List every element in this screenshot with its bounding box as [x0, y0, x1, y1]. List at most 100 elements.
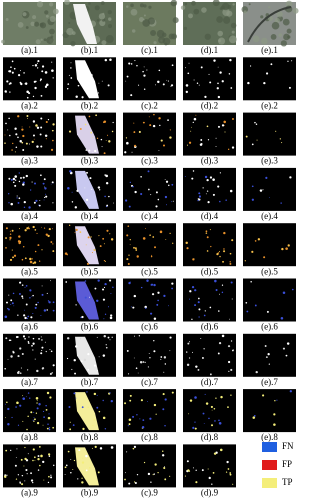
panel: (c).9 — [123, 444, 176, 497]
pixel-cluster — [148, 353, 150, 354]
pixel-cluster — [9, 91, 11, 93]
texture — [158, 36, 166, 44]
pixel-cluster — [78, 449, 81, 452]
pixel-cluster — [125, 137, 128, 139]
pixel-cluster — [43, 178, 46, 181]
pixel-cluster — [193, 117, 197, 121]
pixel-cluster — [129, 399, 132, 402]
pixel-cluster — [32, 120, 36, 123]
panel-label: (c).3 — [141, 156, 158, 166]
panel: (a).8 — [3, 389, 56, 442]
pixel-cluster — [29, 397, 31, 399]
pixel-cluster — [172, 200, 174, 202]
pixel-cluster — [28, 226, 30, 228]
pixel-cluster — [12, 351, 15, 354]
pixel-cluster — [47, 300, 50, 302]
pixel-cluster — [250, 281, 252, 283]
pixel-cluster — [39, 133, 42, 136]
panel-label: (c).5 — [141, 266, 158, 276]
pixel-cluster — [251, 143, 254, 146]
pixel-cluster — [77, 84, 80, 87]
texture — [43, 38, 47, 42]
pixel-cluster — [109, 233, 111, 235]
pixel-cluster — [129, 281, 131, 283]
pixel-cluster — [138, 335, 141, 337]
pixel-cluster — [9, 230, 11, 232]
panel: (d).8 — [183, 389, 236, 442]
pixel-cluster — [15, 478, 18, 480]
pixel-cluster — [8, 117, 10, 120]
pixel-cluster — [26, 473, 28, 475]
pixel-cluster — [229, 261, 231, 263]
region — [75, 170, 99, 209]
pixel-cluster — [12, 181, 15, 184]
pixel-cluster — [66, 253, 68, 256]
texture — [98, 13, 106, 20]
pixel-cluster — [217, 66, 219, 68]
pixel-cluster — [27, 315, 30, 318]
pixel-cluster — [69, 224, 71, 226]
pixel-cluster — [152, 124, 156, 128]
pixel-cluster — [142, 361, 145, 363]
pixel-cluster — [50, 241, 53, 243]
pixel-cluster — [22, 420, 24, 422]
legend-label: FP — [282, 459, 292, 469]
pixel-cluster — [107, 306, 110, 308]
pixel-cluster — [42, 424, 44, 426]
pixel-cluster — [157, 299, 159, 302]
texture — [230, 22, 237, 29]
pixel-cluster — [253, 414, 256, 417]
pixel-cluster — [126, 258, 129, 261]
pixel-cluster — [30, 316, 33, 319]
pixel-cluster — [52, 202, 54, 204]
pixel-cluster — [110, 400, 113, 403]
pixel-cluster — [40, 315, 42, 317]
pixel-cluster — [29, 289, 32, 292]
pixel-cluster — [92, 152, 94, 154]
pixel-cluster — [167, 119, 169, 121]
pixel-cluster — [25, 396, 27, 398]
pixel-cluster — [35, 199, 38, 202]
panel-label: (c).8 — [141, 432, 158, 442]
pixel-cluster — [219, 293, 220, 295]
texture — [49, 15, 56, 23]
pixel-cluster — [215, 289, 218, 292]
pixel-cluster — [81, 481, 84, 484]
pixel-cluster — [264, 345, 267, 347]
texture — [217, 37, 226, 45]
pixel-cluster — [75, 397, 77, 399]
texture — [25, 26, 29, 29]
pixel-cluster — [232, 349, 234, 350]
pixel-cluster — [142, 237, 146, 240]
pixel-cluster — [51, 129, 54, 132]
pixel-cluster — [218, 419, 220, 422]
pixel-cluster — [23, 246, 25, 248]
pixel-cluster — [139, 418, 141, 420]
pixel-cluster — [45, 193, 47, 195]
pixel-cluster — [103, 120, 107, 123]
panel-label: (e).3 — [261, 156, 278, 166]
pixel-cluster — [25, 468, 28, 472]
pixel-cluster — [229, 472, 232, 474]
pixel-cluster — [24, 286, 26, 288]
panel: (b).4 — [63, 167, 116, 221]
pixel-cluster — [43, 479, 45, 481]
panel-label: (e).2 — [261, 100, 278, 110]
pixel-cluster — [48, 301, 51, 304]
pixel-cluster — [71, 201, 74, 203]
panel-label: (a).1 — [21, 45, 38, 55]
pixel-cluster — [84, 280, 87, 282]
pixel-cluster — [206, 125, 209, 128]
pixel-cluster — [159, 230, 163, 234]
texture — [201, 7, 207, 13]
pixel-cluster — [168, 184, 170, 187]
panel-image — [123, 389, 176, 433]
panel-label: (d).7 — [201, 377, 219, 387]
pixel-cluster — [15, 133, 18, 136]
pixel-cluster — [9, 134, 11, 137]
pixel-cluster — [18, 228, 20, 230]
pixel-cluster — [169, 129, 171, 131]
pixel-cluster — [93, 249, 96, 251]
pixel-cluster — [52, 123, 55, 126]
pixel-cluster — [110, 293, 112, 295]
